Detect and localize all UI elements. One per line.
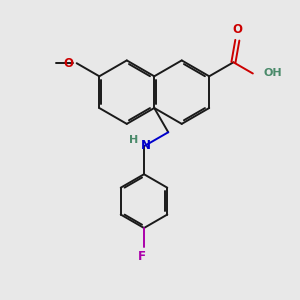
Text: N: N bbox=[140, 139, 151, 152]
Text: O: O bbox=[63, 57, 73, 70]
Text: F: F bbox=[138, 250, 146, 263]
Text: O: O bbox=[232, 23, 242, 36]
Text: H: H bbox=[129, 134, 138, 145]
Text: OH: OH bbox=[263, 68, 282, 79]
